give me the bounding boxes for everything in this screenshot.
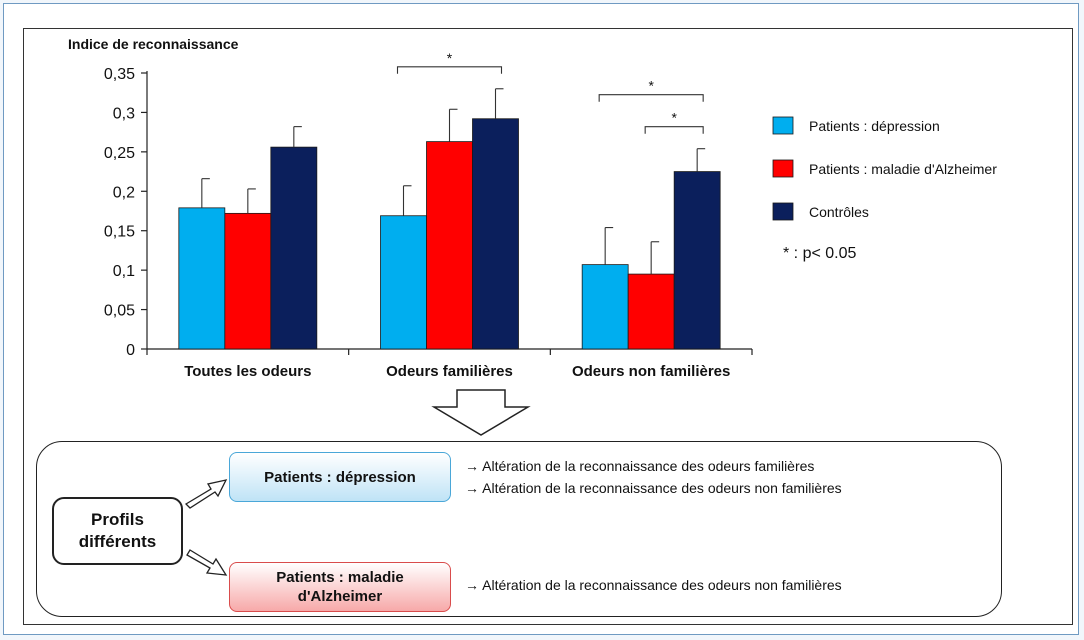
- alzheimer-box: Patients : maladie d'Alzheimer: [229, 562, 451, 612]
- down-arrow-icon: [431, 389, 531, 436]
- significance-bracket: [598, 94, 704, 102]
- significance-star: *: [648, 78, 654, 94]
- profils-line1: Profils: [91, 510, 144, 529]
- legend-label: Patients : maladie d'Alzheimer: [809, 161, 997, 177]
- category-label: Odeurs familières: [386, 363, 513, 380]
- profils-line2: différents: [78, 532, 157, 551]
- alzheimer-line1: Patients : maladie: [276, 569, 404, 586]
- bar: [581, 264, 629, 350]
- arrow-down-right-icon: [186, 549, 228, 576]
- significance-bracket: [396, 66, 503, 74]
- legend-swatch: [772, 116, 794, 135]
- alzheimer-line2: d'Alzheimer: [297, 588, 383, 605]
- y-tick-label: 0,15: [104, 224, 135, 241]
- arrow-up-right-icon: [184, 479, 228, 509]
- legend-swatch: [772, 202, 794, 221]
- y-tick-label: 0,05: [104, 303, 135, 320]
- significance-star: *: [671, 110, 677, 126]
- bar: [426, 141, 473, 350]
- bar: [472, 118, 519, 350]
- alzheimer-effect-1: → Altération de la reconnaissance des od…: [465, 577, 842, 593]
- y-tick-label: 0,2: [113, 184, 135, 201]
- legend: Patients : dépression Patients : maladie …: [772, 116, 997, 262]
- legend-swatch: [772, 159, 794, 178]
- bar: [270, 146, 318, 350]
- y-tick-label: 0,1: [113, 263, 135, 280]
- category-labels: Toutes les odeurs Odeurs familières Odeurs…: [184, 363, 730, 380]
- y-tick-label: 0,25: [104, 145, 135, 162]
- bar: [627, 273, 675, 350]
- depression-effect-1: → Altération de la reconnaissance des od…: [465, 458, 815, 474]
- bar: [224, 212, 272, 350]
- y-ticks: 0 0,05 0,1 0,15 0,2 0,25 0,3 0,35: [104, 66, 147, 359]
- significance-brackets: * * *: [396, 50, 704, 134]
- depression-box: Patients : dépression: [229, 452, 451, 502]
- summary-panel: [36, 441, 1002, 617]
- bars: [178, 118, 721, 350]
- y-tick-label: 0,3: [113, 105, 135, 122]
- legend-label: Patients : dépression: [809, 118, 940, 134]
- legend-note: * : p< 0.05: [783, 245, 856, 262]
- bar: [673, 171, 721, 350]
- bar: [178, 207, 226, 350]
- y-tick-label: 0: [126, 342, 135, 359]
- y-axis-label: Indice de reconnaissance: [68, 36, 239, 52]
- depression-label: Patients : dépression: [264, 468, 416, 486]
- category-label: Odeurs non familières: [572, 363, 730, 380]
- category-label: Toutes les odeurs: [184, 363, 311, 380]
- error-bars: [201, 88, 706, 275]
- bar: [380, 215, 427, 350]
- depression-effect-2: → Altération de la reconnaissance des od…: [465, 480, 842, 496]
- y-tick-label: 0,35: [104, 66, 135, 83]
- significance-star: *: [447, 50, 453, 66]
- profils-box: Profils différents: [52, 497, 183, 565]
- legend-label: Contrôles: [809, 204, 869, 220]
- significance-bracket: [644, 126, 704, 134]
